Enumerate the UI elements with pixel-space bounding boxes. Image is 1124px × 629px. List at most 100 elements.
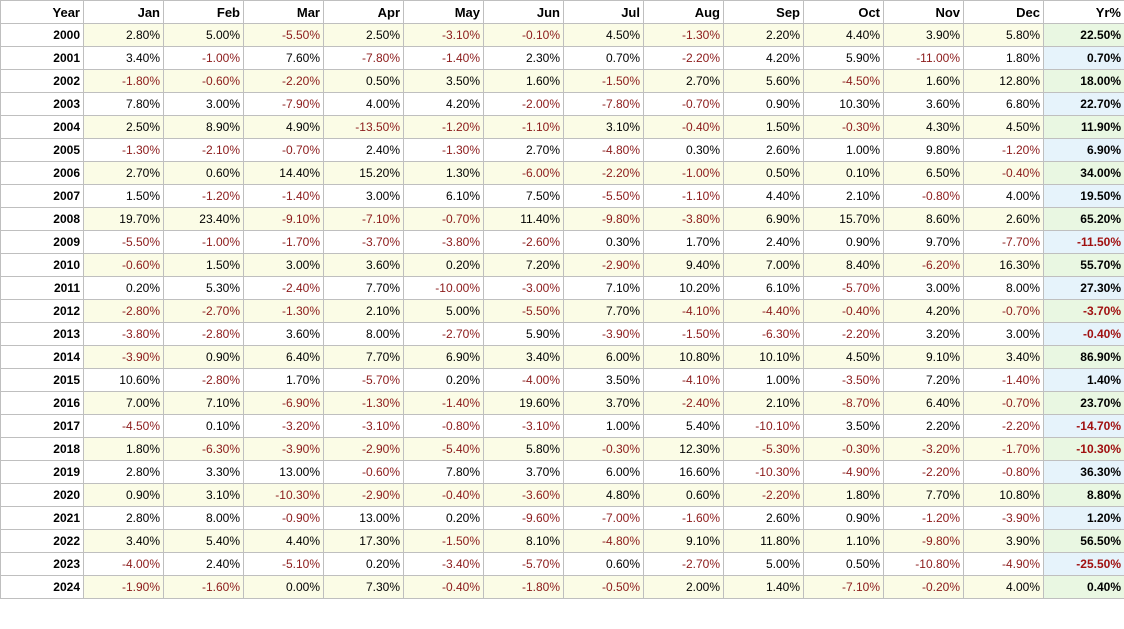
month-return-cell: -0.70% <box>403 207 484 231</box>
annual-return-cell: -10.30% <box>1043 437 1124 461</box>
month-return-cell: 2.60% <box>723 138 804 162</box>
month-return-cell: 12.30% <box>643 437 724 461</box>
month-return-cell: 1.00% <box>723 368 804 392</box>
month-return-cell: 8.60% <box>883 207 964 231</box>
month-return-cell: -1.40% <box>243 184 324 208</box>
month-return-cell: -10.30% <box>243 483 324 507</box>
month-return-cell: 7.20% <box>883 368 964 392</box>
year-cell: 2022 <box>0 529 84 553</box>
month-return-cell: 1.80% <box>963 46 1044 70</box>
table-row: 2020 0.90% 3.10% -10.30% -2.90% -0.40% -3.60% 4… <box>0 483 1124 507</box>
month-return-cell: 3.30% <box>163 460 244 484</box>
month-return-cell: -0.60% <box>323 460 404 484</box>
month-return-cell: -7.00% <box>563 506 644 530</box>
column-header: Yr% <box>1043 0 1124 24</box>
table-row: 2024 -1.90% -1.60% 0.00% 7.30% -0.40% -1.80% -0… <box>0 575 1124 599</box>
month-return-cell: 0.00% <box>243 575 324 599</box>
month-return-cell: -0.70% <box>963 299 1044 323</box>
month-return-cell: 6.80% <box>963 92 1044 116</box>
month-return-cell: 11.80% <box>723 529 804 553</box>
year-cell: 2000 <box>0 23 84 47</box>
annual-return-cell: 27.30% <box>1043 276 1124 300</box>
month-return-cell: -3.50% <box>803 368 884 392</box>
month-return-cell: 1.40% <box>723 575 804 599</box>
month-return-cell: -0.80% <box>963 460 1044 484</box>
month-return-cell: -2.90% <box>563 253 644 277</box>
month-return-cell: 3.40% <box>483 345 564 369</box>
month-return-cell: -2.20% <box>963 414 1044 438</box>
month-return-cell: -1.00% <box>163 46 244 70</box>
month-return-cell: 7.10% <box>563 276 644 300</box>
annual-return-cell: 6.90% <box>1043 138 1124 162</box>
month-return-cell: -2.20% <box>643 46 724 70</box>
month-return-cell: 4.00% <box>963 184 1044 208</box>
month-return-cell: -4.50% <box>803 69 884 93</box>
month-return-cell: 8.00% <box>163 506 244 530</box>
annual-return-cell: 18.00% <box>1043 69 1124 93</box>
year-cell: 2006 <box>0 161 84 185</box>
month-return-cell: 5.40% <box>643 414 724 438</box>
month-return-cell: 0.30% <box>643 138 724 162</box>
month-return-cell: 2.20% <box>883 414 964 438</box>
month-return-cell: 0.20% <box>403 368 484 392</box>
year-cell: 2005 <box>0 138 84 162</box>
month-return-cell: -10.00% <box>403 276 484 300</box>
annual-return-cell: 1.40% <box>1043 368 1124 392</box>
table-row: 2006 2.70% 0.60% 14.40% 15.20% 1.30% -6.00% -2.… <box>0 161 1124 185</box>
table-row: 2012 -2.80% -2.70% -1.30% 2.10% 5.00% -5.50% 7.… <box>0 299 1124 323</box>
month-return-cell: -4.10% <box>643 299 724 323</box>
annual-return-cell: 36.30% <box>1043 460 1124 484</box>
month-return-cell: 1.50% <box>163 253 244 277</box>
table-row: 2007 1.50% -1.20% -1.40% 3.00% 6.10% 7.50% -5.5… <box>0 184 1124 208</box>
table-row: 2011 0.20% 5.30% -2.40% 7.70% -10.00% -3.00% 7.… <box>0 276 1124 300</box>
month-return-cell: -5.50% <box>483 299 564 323</box>
month-return-cell: -7.10% <box>803 575 884 599</box>
month-return-cell: -0.70% <box>643 92 724 116</box>
month-return-cell: 10.60% <box>83 368 164 392</box>
month-return-cell: -1.50% <box>403 529 484 553</box>
month-return-cell: 2.80% <box>83 23 164 47</box>
month-return-cell: -1.20% <box>163 184 244 208</box>
month-return-cell: 6.10% <box>403 184 484 208</box>
month-return-cell: -4.80% <box>563 529 644 553</box>
month-return-cell: -0.40% <box>403 483 484 507</box>
month-return-cell: 4.20% <box>883 299 964 323</box>
year-cell: 2010 <box>0 253 84 277</box>
month-return-cell: -0.80% <box>883 184 964 208</box>
month-return-cell: 7.30% <box>323 575 404 599</box>
month-return-cell: -5.10% <box>243 552 324 576</box>
month-return-cell: 0.50% <box>803 552 884 576</box>
month-return-cell: 6.90% <box>723 207 804 231</box>
year-cell: 2014 <box>0 345 84 369</box>
year-cell: 2019 <box>0 460 84 484</box>
month-return-cell: 10.30% <box>803 92 884 116</box>
month-return-cell: 6.40% <box>883 391 964 415</box>
month-return-cell: 19.60% <box>483 391 564 415</box>
month-return-cell: 3.00% <box>963 322 1044 346</box>
month-return-cell: 1.50% <box>83 184 164 208</box>
table-row: 2008 19.70% 23.40% -9.10% -7.10% -0.70% 11.40%… <box>0 207 1124 231</box>
month-return-cell: 9.70% <box>883 230 964 254</box>
month-return-cell: -4.90% <box>803 460 884 484</box>
year-cell: 2008 <box>0 207 84 231</box>
month-return-cell: -2.90% <box>323 437 404 461</box>
monthly-returns-table: Year Jan Feb Mar Apr May Jun Jul Aug Sep Oct Nov Dec… <box>0 0 1124 599</box>
month-return-cell: 7.70% <box>883 483 964 507</box>
month-return-cell: 3.70% <box>483 460 564 484</box>
annual-return-cell: -25.50% <box>1043 552 1124 576</box>
year-cell: 2024 <box>0 575 84 599</box>
month-return-cell: -2.70% <box>403 322 484 346</box>
month-return-cell: -10.30% <box>723 460 804 484</box>
column-header: Jan <box>83 0 164 24</box>
month-return-cell: 2.50% <box>323 23 404 47</box>
month-return-cell: -1.20% <box>403 115 484 139</box>
month-return-cell: -6.30% <box>723 322 804 346</box>
month-return-cell: 3.40% <box>963 345 1044 369</box>
year-cell: 2007 <box>0 184 84 208</box>
annual-return-cell: 86.90% <box>1043 345 1124 369</box>
month-return-cell: 3.10% <box>563 115 644 139</box>
month-return-cell: -1.00% <box>163 230 244 254</box>
month-return-cell: 0.60% <box>163 161 244 185</box>
month-return-cell: 10.20% <box>643 276 724 300</box>
month-return-cell: -2.70% <box>163 299 244 323</box>
